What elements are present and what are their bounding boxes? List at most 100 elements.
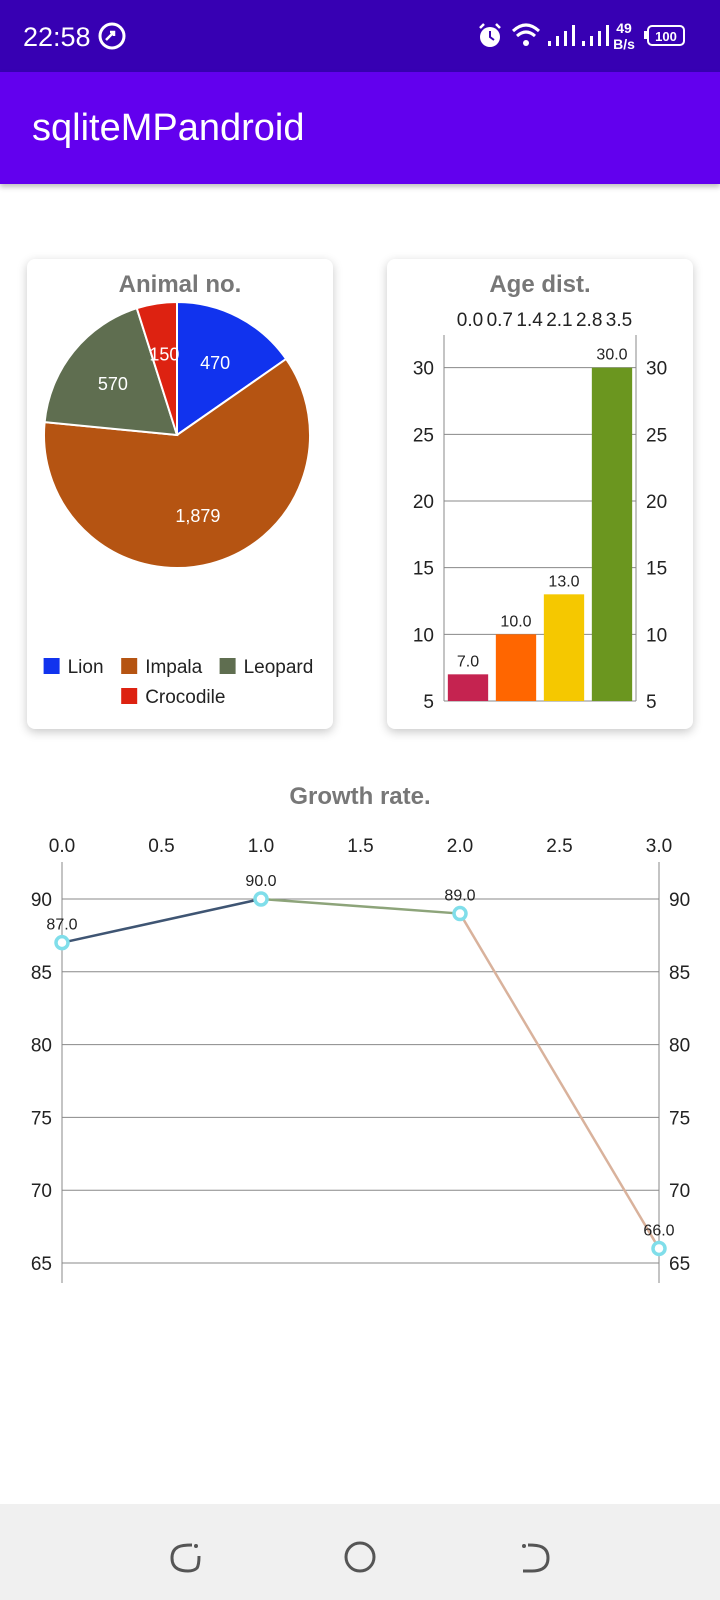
line-point-marker bbox=[452, 905, 468, 922]
animal-pie-card[interactable]: Animal no. 470 1,879 570 150 Lion Impala Leop… bbox=[27, 259, 333, 729]
status-bar-svg: 22:58 bbox=[23, 20, 685, 52]
line-point-label: 90.0 bbox=[245, 873, 276, 890]
bar-top-axis-label: 2.1 bbox=[546, 310, 572, 331]
bar-y-tick-left: 30 bbox=[413, 359, 434, 380]
legend-label-crocodile: Crocodile bbox=[145, 687, 225, 708]
bar-rect bbox=[495, 634, 537, 701]
bar-top-axis-label: 2.8 bbox=[576, 310, 602, 331]
line-point-label: 66.0 bbox=[643, 1222, 674, 1239]
legend-label-lion: Lion bbox=[68, 657, 104, 678]
bar-plot: 5 5 10 10 15 15 20 20 25 25 30 30 0.0 0.7 1.4 2.1 2.8 3.5… bbox=[413, 310, 667, 713]
line-point-marker bbox=[54, 934, 70, 951]
bar-y-tick-left: 25 bbox=[413, 425, 434, 446]
line-y-tick-left: 70 bbox=[31, 1181, 52, 1202]
line-y-tick-right: 75 bbox=[669, 1108, 690, 1129]
bar-y-tick-right: 15 bbox=[646, 559, 667, 580]
line-x-tick: 3.0 bbox=[646, 836, 672, 857]
battery-level: 100 bbox=[655, 29, 677, 44]
pie-legend: Lion Impala Leopard Crocodile bbox=[43, 657, 314, 708]
bar-y-tick-right: 5 bbox=[646, 692, 657, 713]
pie-slice-crocodile bbox=[135, 300, 178, 436]
line-y-tick-left: 85 bbox=[31, 963, 52, 984]
line-y-tick-left: 75 bbox=[31, 1108, 52, 1129]
line-y-tick-left: 80 bbox=[31, 1036, 52, 1057]
status-app-icon bbox=[98, 22, 126, 50]
bar-top-axis-label: 1.4 bbox=[516, 310, 543, 331]
legend-label-impala: Impala bbox=[145, 657, 202, 678]
line-y-tick-right: 65 bbox=[669, 1254, 690, 1275]
bar-y-tick-right: 25 bbox=[646, 425, 667, 446]
age-bar-chart[interactable]: Age dist. 5 5 10 10 15 15 20 20 25 25 30 30 0.0 0.7 1.… bbox=[387, 259, 693, 729]
bar-value-label: 10.0 bbox=[500, 613, 531, 630]
navigation-bar-svg bbox=[170, 1541, 550, 1573]
net-speed-unit: B/s bbox=[613, 36, 635, 52]
line-point-marker bbox=[651, 1240, 667, 1257]
line-x-tick: 1.0 bbox=[248, 836, 274, 857]
line-segment bbox=[458, 912, 661, 1250]
home-button[interactable] bbox=[344, 1541, 376, 1573]
line-y-tick-left: 65 bbox=[31, 1254, 52, 1275]
age-bar-card[interactable]: Age dist. 5 5 10 10 15 15 20 20 25 25 30 30 0.0 0.7 1.… bbox=[387, 259, 693, 729]
legend-swatch-leopard bbox=[219, 658, 236, 674]
app-title: sqliteMPandroid bbox=[32, 107, 305, 149]
alarm-icon bbox=[479, 23, 501, 47]
line-segment bbox=[61, 897, 262, 944]
legend-swatch-crocodile bbox=[121, 688, 138, 704]
line-point-label: 89.0 bbox=[444, 888, 475, 905]
bar-top-axis-label: 0.0 bbox=[457, 310, 483, 331]
line-y-tick-right: 85 bbox=[669, 963, 690, 984]
line-x-tick: 2.5 bbox=[546, 836, 572, 857]
line-y-tick-right: 90 bbox=[669, 890, 690, 911]
line-y-tick-right: 70 bbox=[669, 1181, 690, 1202]
net-speed-value: 49 bbox=[616, 20, 632, 36]
bar-rect bbox=[543, 594, 585, 701]
animal-pie-chart[interactable]: Animal no. 470 1,879 570 150 Lion Impala Leop… bbox=[27, 259, 333, 729]
bar-y-tick-right: 30 bbox=[646, 359, 667, 380]
line-plot: 65 65 70 70 75 75 80 80 85 85 90 90 0.0 0.5 1.0 1.5 2.0 2… bbox=[31, 836, 690, 1283]
bar-value-label: 13.0 bbox=[548, 573, 579, 590]
bar-top-axis-label: 0.7 bbox=[487, 310, 513, 331]
line-segment bbox=[260, 897, 461, 915]
cell-signal-icon-1 bbox=[548, 25, 575, 46]
line-x-tick: 0.5 bbox=[148, 836, 174, 857]
legend-label-leopard: Leopard bbox=[244, 657, 314, 678]
bar-y-tick-left: 10 bbox=[413, 625, 434, 646]
line-point-marker bbox=[253, 891, 269, 907]
growth-line-chart[interactable]: Growth rate. 65 65 70 70 75 75 80 80 85 85 90 90 0.0… bbox=[0, 770, 720, 1310]
back-button[interactable] bbox=[522, 1543, 550, 1573]
cell-signal-icon-2 bbox=[582, 25, 609, 46]
bar-chart-title: Age dist. bbox=[489, 271, 590, 298]
bar-value-label: 30.0 bbox=[596, 347, 627, 364]
pie-slice-label-lion: 470 bbox=[200, 353, 230, 373]
navigation-bar bbox=[0, 1504, 720, 1600]
line-x-tick: 1.5 bbox=[347, 836, 373, 857]
line-x-tick: 0.0 bbox=[49, 836, 75, 857]
recent-apps-button[interactable] bbox=[170, 1543, 201, 1573]
pie-slices: 470 1,879 570 150 bbox=[43, 300, 311, 569]
bar-value-label: 7.0 bbox=[457, 653, 479, 670]
pie-slice-lion bbox=[176, 300, 288, 437]
status-bar: 22:58 bbox=[0, 0, 720, 72]
wifi-icon bbox=[511, 23, 541, 46]
line-y-tick-right: 80 bbox=[669, 1036, 690, 1057]
battery-icon: 100 bbox=[644, 25, 685, 46]
bar-y-tick-left: 15 bbox=[413, 559, 434, 580]
legend-swatch-lion bbox=[43, 658, 60, 674]
bar-rect bbox=[591, 367, 633, 701]
pie-slice-label-crocodile: 150 bbox=[149, 345, 179, 365]
line-x-tick: 2.0 bbox=[447, 836, 473, 857]
pie-slice-label-leopard: 570 bbox=[98, 374, 128, 394]
app-bar: sqliteMPandroid bbox=[0, 72, 720, 184]
line-y-tick-left: 90 bbox=[31, 890, 52, 911]
bar-y-tick-left: 5 bbox=[423, 692, 434, 713]
bar-y-tick-right: 20 bbox=[646, 492, 667, 513]
line-point-label: 87.0 bbox=[46, 917, 77, 934]
pie-chart-title: Animal no. bbox=[119, 271, 242, 298]
pie-slice-impala bbox=[43, 357, 311, 569]
pie-slice-leopard bbox=[43, 306, 179, 437]
bar-y-tick-left: 20 bbox=[413, 492, 434, 513]
bar-top-axis-label: 3.5 bbox=[606, 310, 632, 331]
status-time: 22:58 bbox=[23, 22, 91, 52]
legend-swatch-impala bbox=[121, 658, 138, 674]
